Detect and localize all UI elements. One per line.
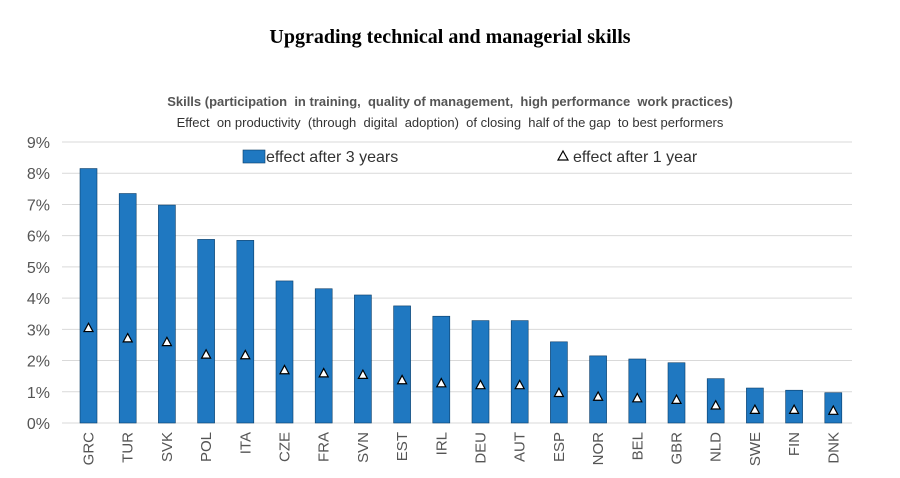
bar-est bbox=[393, 305, 411, 424]
bar-svk bbox=[158, 204, 176, 424]
marker-esp bbox=[553, 386, 565, 398]
markers bbox=[82, 322, 839, 415]
legend-bar-swatch bbox=[242, 149, 266, 164]
y-axis-ticks: 0% 1% 2% 3% 4% 5% 6% 7% 8% 9% bbox=[27, 135, 50, 433]
y-tick-label: 2% bbox=[27, 354, 50, 371]
x-tick-label: POL bbox=[198, 432, 215, 462]
x-tick-label: SWE bbox=[747, 432, 764, 466]
legend-triangle-label: effect after 1 year bbox=[573, 149, 698, 166]
y-tick-label: 4% bbox=[27, 291, 50, 308]
x-tick-label: TUR bbox=[120, 432, 137, 463]
y-tick-label: 1% bbox=[27, 385, 50, 402]
bar-esp bbox=[550, 341, 568, 424]
bar-fra bbox=[314, 288, 333, 424]
y-tick-label: 8% bbox=[27, 166, 50, 183]
legend-triangle-marker bbox=[556, 149, 570, 161]
marker-irl bbox=[435, 377, 447, 388]
bar-cze bbox=[275, 280, 294, 424]
bar-tur bbox=[118, 193, 137, 424]
marker-fra bbox=[318, 367, 330, 378]
bar-deu bbox=[471, 320, 490, 424]
x-tick-label: ESP bbox=[551, 432, 568, 462]
marker-pol bbox=[200, 348, 212, 359]
bar-svn bbox=[354, 294, 372, 424]
x-tick-label: SVK bbox=[159, 432, 176, 462]
marker-bel bbox=[631, 392, 643, 403]
x-tick-label: BEL bbox=[629, 432, 646, 460]
chart-subtitle-line2: Effect on productivity (through digital … bbox=[176, 115, 724, 130]
chart-title: Upgrading technical and managerial skill… bbox=[269, 26, 631, 48]
bar-aut bbox=[510, 320, 529, 424]
x-tick-label: DNK bbox=[825, 432, 842, 464]
y-tick-label: 0% bbox=[27, 416, 50, 433]
y-tick-label: 6% bbox=[27, 229, 50, 246]
marker-svn bbox=[357, 368, 369, 380]
x-tick-label: DEU bbox=[473, 432, 490, 464]
x-tick-label: FIN bbox=[786, 432, 803, 456]
marker-cze bbox=[278, 364, 291, 375]
x-tick-label: FRA bbox=[316, 432, 333, 462]
x-tick-label: NLD bbox=[708, 432, 725, 462]
x-tick-label: NOR bbox=[590, 432, 607, 466]
x-tick-label: GBR bbox=[669, 432, 686, 465]
x-tick-label: IRL bbox=[433, 432, 450, 455]
x-tick-label: AUT bbox=[512, 432, 529, 462]
x-tick-label: GRC bbox=[81, 432, 98, 466]
y-tick-label: 5% bbox=[27, 260, 50, 277]
y-tick-label: 3% bbox=[27, 322, 50, 339]
bars bbox=[79, 168, 843, 424]
bar-pol bbox=[197, 239, 215, 424]
bar-irl bbox=[432, 315, 451, 424]
marker-aut bbox=[514, 379, 526, 390]
chart-subtitle-line1: Skills (participation in training, quali… bbox=[167, 94, 733, 109]
bar-ita bbox=[236, 240, 255, 424]
legend: effect after 3 years effect after 1 year bbox=[242, 149, 698, 166]
bar-bel bbox=[628, 358, 647, 424]
x-axis-ticks: GRC TUR SVK POL ITA CZE FRA SVN EST IRL DEU AUT ESP N… bbox=[81, 432, 843, 466]
y-tick-label: 9% bbox=[27, 135, 50, 152]
marker-dnk bbox=[827, 404, 839, 415]
marker-nld bbox=[710, 399, 722, 410]
x-tick-label: EST bbox=[394, 432, 411, 461]
marker-fin bbox=[788, 403, 800, 414]
marker-tur bbox=[122, 332, 134, 343]
y-tick-label: 7% bbox=[27, 197, 50, 214]
marker-grc bbox=[82, 322, 95, 333]
x-tick-label: SVN bbox=[355, 432, 372, 463]
marker-nor bbox=[592, 390, 604, 401]
marker-gbr bbox=[670, 393, 683, 404]
marker-ita bbox=[239, 349, 251, 360]
bar-nor bbox=[589, 355, 607, 424]
marker-est bbox=[396, 374, 408, 385]
x-tick-label: ITA bbox=[237, 432, 254, 454]
legend-bar-label: effect after 3 years bbox=[266, 149, 398, 166]
bar-gbr bbox=[667, 362, 686, 424]
bar-grc bbox=[79, 168, 98, 424]
marker-svk bbox=[161, 336, 173, 347]
x-tick-label: CZE bbox=[277, 432, 294, 462]
marker-swe bbox=[749, 403, 761, 414]
gridlines bbox=[62, 141, 852, 424]
marker-deu bbox=[474, 379, 487, 390]
